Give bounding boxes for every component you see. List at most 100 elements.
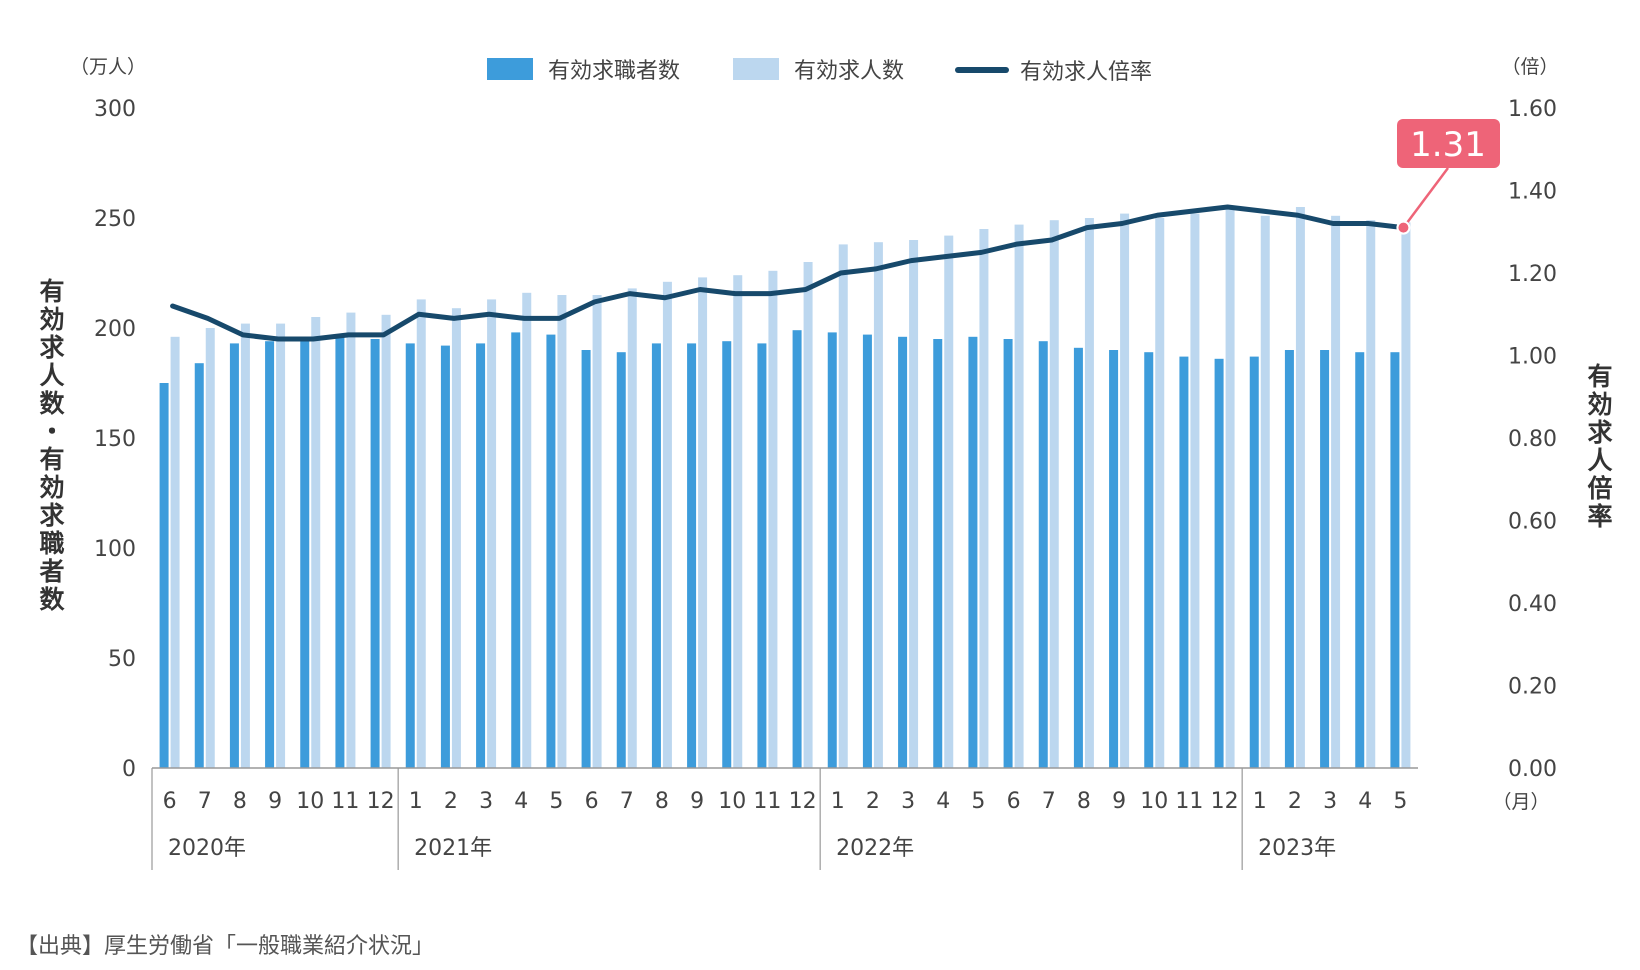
openings-bar bbox=[557, 295, 567, 768]
seekers-bar bbox=[1249, 356, 1259, 768]
seekers-bar bbox=[722, 341, 732, 768]
x-tick-label: 3 bbox=[479, 789, 493, 814]
x-tick-label: 4 bbox=[1358, 789, 1372, 814]
legend-swatch-seekers bbox=[487, 58, 533, 80]
right-axis-tick: 0.00 bbox=[1508, 757, 1557, 782]
legend-label-ratio: 有効求人倍率 bbox=[1020, 60, 1152, 85]
x-tick-label: 1 bbox=[831, 789, 845, 814]
left-axis-unit: （万人） bbox=[70, 56, 146, 78]
openings-bar bbox=[873, 242, 883, 768]
x-tick-label: 9 bbox=[268, 789, 282, 814]
seekers-bar bbox=[898, 336, 908, 768]
x-tick-label: 5 bbox=[971, 789, 985, 814]
x-tick-label: 5 bbox=[1393, 789, 1407, 814]
callout-value: 1.31 bbox=[1410, 125, 1486, 165]
seekers-bar bbox=[651, 343, 661, 768]
x-tick-label: 2 bbox=[866, 789, 880, 814]
x-tick-label: 10 bbox=[296, 789, 324, 814]
openings-bar bbox=[1190, 213, 1200, 769]
callout-leader bbox=[1402, 167, 1450, 229]
seekers-bar bbox=[1284, 350, 1294, 768]
latest-ratio-callout: 1.31 bbox=[1396, 119, 1500, 235]
x-tick-label: 6 bbox=[163, 789, 177, 814]
right-axis-tick: 0.20 bbox=[1508, 675, 1557, 700]
x-tick-label: 8 bbox=[233, 789, 247, 814]
seekers-bar bbox=[616, 352, 626, 768]
seekers-bar bbox=[265, 341, 275, 768]
x-tick-label: 3 bbox=[901, 789, 915, 814]
x-tick-label: 12 bbox=[367, 789, 395, 814]
right-axis-tick: 0.80 bbox=[1508, 427, 1557, 452]
seekers-bar bbox=[159, 383, 169, 768]
openings-bar bbox=[311, 317, 321, 768]
year-label: 2020年 bbox=[168, 836, 246, 861]
seekers-bar bbox=[229, 343, 239, 768]
openings-bar bbox=[698, 277, 708, 768]
callout-dot bbox=[1396, 220, 1411, 235]
seekers-bar bbox=[1003, 339, 1013, 768]
source-note: 【出典】厚生労働省「一般職業紹介状況」 bbox=[16, 934, 435, 959]
openings-bar bbox=[627, 288, 637, 768]
openings-bar bbox=[662, 281, 672, 768]
seekers-bar bbox=[370, 339, 380, 768]
x-tick-label: 6 bbox=[585, 789, 599, 814]
callout-box bbox=[1397, 119, 1500, 168]
openings-bar bbox=[733, 275, 743, 768]
x-tick-label: 7 bbox=[620, 789, 634, 814]
x-tick-label: 4 bbox=[936, 789, 950, 814]
openings-bar bbox=[944, 235, 954, 769]
right-axis-tick: 1.00 bbox=[1508, 345, 1557, 370]
x-tick-label: 1 bbox=[409, 789, 423, 814]
right-axis-tick: 1.20 bbox=[1508, 262, 1557, 287]
seekers-bar bbox=[968, 336, 978, 768]
ratio-line-group bbox=[170, 204, 1406, 342]
openings-bar bbox=[1049, 220, 1059, 768]
seekers-bar bbox=[1144, 352, 1154, 768]
openings-bar bbox=[1155, 218, 1165, 768]
seekers-bar bbox=[687, 343, 697, 768]
x-tick-label: 12 bbox=[789, 789, 817, 814]
openings-bar bbox=[1331, 215, 1341, 769]
x-axis-unit: （月） bbox=[1492, 791, 1549, 813]
right-axis-unit: （倍） bbox=[1501, 56, 1558, 78]
seekers-bar bbox=[581, 350, 591, 768]
year-label: 2022年 bbox=[836, 836, 914, 861]
seekers-bar bbox=[476, 343, 486, 768]
openings-bars bbox=[170, 207, 1411, 769]
openings-bar bbox=[1014, 224, 1024, 769]
x-tick-label: 8 bbox=[1077, 789, 1091, 814]
seekers-bars bbox=[159, 330, 1400, 768]
openings-bar bbox=[1225, 209, 1235, 768]
x-tick-label: 12 bbox=[1211, 789, 1239, 814]
openings-bar bbox=[1366, 220, 1376, 768]
openings-bar bbox=[346, 312, 356, 768]
x-tick-label: 11 bbox=[753, 789, 781, 814]
x-tick-label: 5 bbox=[549, 789, 563, 814]
openings-bar bbox=[487, 299, 497, 768]
openings-bar bbox=[803, 262, 813, 768]
seekers-bar bbox=[757, 343, 767, 768]
openings-bar bbox=[838, 244, 848, 768]
left-axis-title: 有効求人数・有効求職者数 bbox=[39, 277, 65, 614]
openings-bar bbox=[451, 308, 461, 768]
openings-bar bbox=[1260, 215, 1270, 769]
seekers-bar bbox=[1320, 350, 1330, 768]
seekers-bar bbox=[546, 334, 556, 768]
seekers-bar bbox=[1390, 352, 1400, 768]
left-axis-tick: 250 bbox=[94, 207, 136, 232]
openings-bar bbox=[1084, 218, 1094, 768]
x-tick-label: 2 bbox=[444, 789, 458, 814]
ratio-line bbox=[170, 204, 1406, 342]
x-tick-label: 4 bbox=[514, 789, 528, 814]
openings-bar bbox=[170, 336, 180, 768]
openings-bar bbox=[1295, 207, 1305, 768]
seekers-bar bbox=[405, 343, 415, 768]
legend-label-openings: 有効求人数 bbox=[794, 59, 904, 84]
seekers-bar bbox=[194, 363, 204, 768]
seekers-bar bbox=[862, 334, 872, 768]
seekers-bar bbox=[1038, 341, 1048, 768]
openings-bar bbox=[522, 292, 532, 768]
openings-bar bbox=[416, 299, 426, 768]
openings-bar bbox=[240, 323, 250, 768]
